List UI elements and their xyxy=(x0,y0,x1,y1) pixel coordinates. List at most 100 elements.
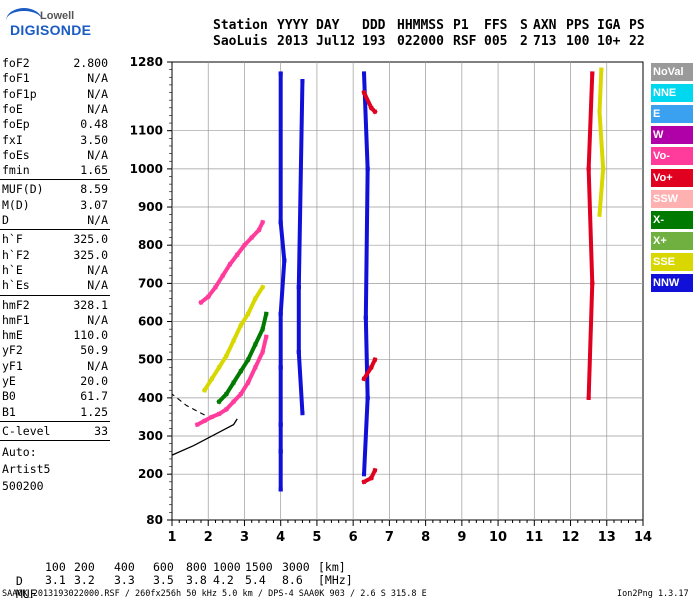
param-value: 3.07 xyxy=(80,197,108,212)
echo-point xyxy=(231,338,236,343)
param-name: h`F2 xyxy=(2,247,30,262)
echo-point xyxy=(217,399,222,404)
echo-point xyxy=(363,315,368,320)
echo-point xyxy=(260,220,265,225)
param-row: D N/A xyxy=(2,213,108,228)
param-name: hmF2 xyxy=(2,297,30,312)
echo-trace-vo-plus xyxy=(361,89,378,115)
distance-value: 800 xyxy=(186,560,207,574)
x-tick-label: 2 xyxy=(204,530,213,545)
param-row: h`F 325.0 xyxy=(2,232,108,247)
param-name: h`E xyxy=(2,262,23,277)
param-value: N/A xyxy=(87,262,108,277)
echo-trace-vo-plus xyxy=(361,467,378,485)
echo-point xyxy=(369,105,374,110)
header-row1-cell: S xyxy=(520,18,528,33)
param-name: B1 xyxy=(2,404,16,419)
profile-curve-dashed xyxy=(171,393,205,416)
param-row: M(D) 3.07 xyxy=(2,198,108,213)
x-tick-label: 10 xyxy=(489,530,507,545)
param-value: N/A xyxy=(87,71,108,86)
param-name: fxI xyxy=(2,132,23,147)
echo-segment xyxy=(296,349,305,416)
param-value: N/A xyxy=(87,213,108,227)
header-row2-cell: 22 xyxy=(629,34,645,49)
param-name: MUF(D) xyxy=(2,182,44,197)
x-tick-label: 7 xyxy=(385,530,394,545)
echo-point xyxy=(300,411,305,416)
header-row1-cell: Station xyxy=(213,18,268,33)
echo-point xyxy=(296,350,301,355)
param-row: hmF1 N/A xyxy=(2,313,108,328)
echo-point xyxy=(278,220,283,225)
echo-point xyxy=(235,252,240,257)
distance-value: 200 xyxy=(74,560,95,574)
echo-point xyxy=(597,212,602,217)
echo-point xyxy=(365,395,370,400)
header-row1-cell: YYYY xyxy=(277,18,309,33)
param-name: foEs xyxy=(2,147,30,162)
param-value: 328.1 xyxy=(73,297,108,312)
y-tick-label: 700 xyxy=(138,276,163,290)
logo-digisonde: DIGISONDE xyxy=(10,22,92,38)
param-row: foF1p N/A xyxy=(2,87,108,102)
param-value: N/A xyxy=(87,358,108,373)
param-value: N/A xyxy=(87,86,108,101)
echo-trace-vo-minus xyxy=(198,219,266,306)
echo-point xyxy=(238,392,243,397)
auto-line: Auto: xyxy=(2,445,37,460)
y-tick-label: 200 xyxy=(138,467,163,481)
param-value: 1.65 xyxy=(80,163,108,178)
header-row2-cell: 100 xyxy=(566,34,590,49)
echo-point xyxy=(231,380,236,385)
echo-point xyxy=(238,323,243,328)
param-value: 20.0 xyxy=(80,374,108,388)
param-separator xyxy=(0,229,110,231)
echo-point xyxy=(372,468,377,473)
echo-point xyxy=(260,327,265,332)
echo-trace-nnw xyxy=(296,79,305,416)
param-row: C-level 33 xyxy=(2,424,108,439)
param-row: h`F2 325.0 xyxy=(2,248,108,263)
param-row: yE 20.0 xyxy=(2,374,108,389)
param-name: B0 xyxy=(2,389,16,404)
echo-point xyxy=(242,243,247,248)
param-row: h`E N/A xyxy=(2,263,108,278)
echo-point xyxy=(264,334,269,339)
x-tick-label: 14 xyxy=(634,530,652,545)
echo-point xyxy=(260,285,265,290)
param-name: yF1 xyxy=(2,358,23,373)
distance-unit: [km] xyxy=(318,560,346,574)
x-tick-label: 11 xyxy=(525,530,543,545)
header-row1-cell: DDD xyxy=(362,18,386,33)
echo-point xyxy=(362,479,367,484)
echo-point xyxy=(278,422,283,427)
echo-point xyxy=(362,472,367,477)
echo-point xyxy=(365,166,370,171)
echo-point xyxy=(264,311,269,316)
echo-point xyxy=(253,342,258,347)
echo-point xyxy=(224,392,229,397)
header-row2-cell: 022000 xyxy=(397,34,444,49)
echo-point xyxy=(198,300,203,305)
header-row1-cell: PS xyxy=(629,18,645,33)
y-tick-label: 400 xyxy=(138,391,163,405)
param-separator xyxy=(0,294,110,296)
header-row1-cell: P1 xyxy=(453,18,469,33)
y-tick-label: 1000 xyxy=(130,162,163,176)
muf-value: 8.6 xyxy=(282,573,303,587)
param-value: 325.0 xyxy=(73,247,108,262)
echo-trace-vo-plus xyxy=(361,357,378,382)
param-row: foF1 N/A xyxy=(2,71,108,86)
distance-value: 1500 xyxy=(245,560,273,574)
echo-point xyxy=(249,235,254,240)
param-name: foF2 xyxy=(2,56,30,70)
echo-segment xyxy=(230,322,244,344)
footer-version: Ion2Png 1.3.17 xyxy=(617,589,689,599)
auto-line: 500200 xyxy=(2,479,44,494)
muf-value: 3.3 xyxy=(114,573,135,587)
param-value: 325.0 xyxy=(73,232,108,247)
muf-label: MUF xyxy=(15,587,37,601)
param-value: 2.800 xyxy=(73,56,108,70)
y-tick-label: 600 xyxy=(138,315,163,329)
